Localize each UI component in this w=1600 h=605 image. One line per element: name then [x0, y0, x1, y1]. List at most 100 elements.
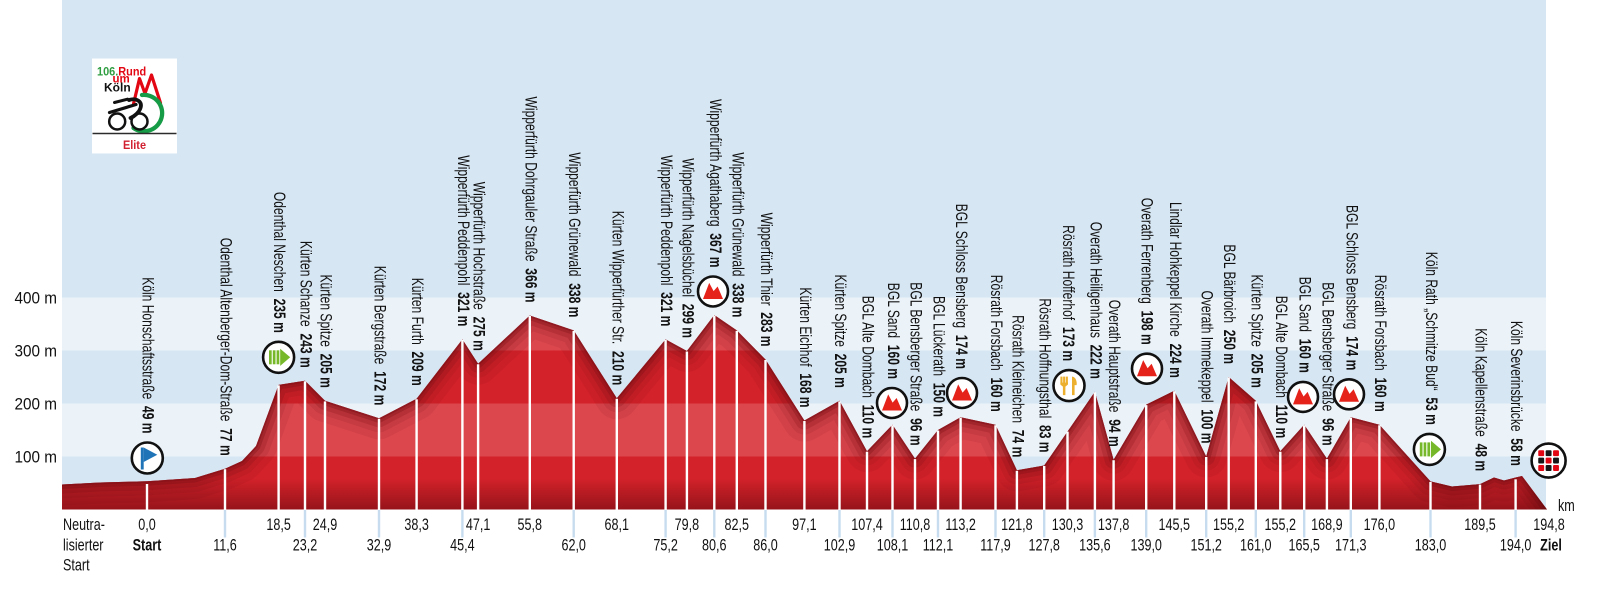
svg-text:BGL Lückerath 150 m: BGL Lückerath 150 m	[930, 296, 949, 417]
svg-text:121,8: 121,8	[1001, 515, 1033, 534]
svg-text:Kürten Eichhof 168 m: Kürten Eichhof 168 m	[796, 287, 815, 407]
svg-text:BGL Alte Dombach 110 m: BGL Alte Dombach 110 m	[859, 296, 878, 439]
svg-text:BGL Bensberger Straße 96 m: BGL Bensberger Straße 96 m	[907, 282, 926, 445]
svg-text:135,6: 135,6	[1079, 535, 1111, 554]
svg-text:189,5: 189,5	[1464, 515, 1496, 534]
svg-text:Wipperfürth Agathaberg 367 m: Wipperfürth Agathaberg 367 m	[706, 99, 725, 267]
svg-text:171,3: 171,3	[1335, 535, 1367, 554]
svg-text:194,8: 194,8	[1533, 515, 1565, 534]
svg-text:45,4: 45,4	[450, 535, 475, 554]
svg-text:62,0: 62,0	[561, 535, 586, 554]
svg-text:113,2: 113,2	[945, 515, 976, 534]
svg-text:86,0: 86,0	[753, 535, 778, 554]
svg-text:165,5: 165,5	[1288, 535, 1320, 554]
svg-text:300 m: 300 m	[15, 342, 58, 361]
svg-text:151,2: 151,2	[1190, 535, 1222, 554]
svg-text:BGL Bärbroich 250 m: BGL Bärbroich 250 m	[1220, 244, 1239, 364]
svg-text:Ziel: Ziel	[1540, 535, 1562, 554]
svg-text:110,8: 110,8	[900, 515, 931, 534]
svg-text:Wipperfürth Grünewald 338 m: Wipperfürth Grünewald 338 m	[565, 152, 584, 317]
svg-text:BGL Alte Dombach 110 m: BGL Alte Dombach 110 m	[1272, 296, 1291, 439]
svg-text:Köln: Köln	[104, 81, 131, 95]
svg-text:18,5: 18,5	[266, 515, 291, 534]
svg-text:Rösrath Hoffnungsthal 83 m: Rösrath Hoffnungsthal 83 m	[1036, 298, 1055, 452]
svg-text:BGL Bensberger Straße 96 m: BGL Bensberger Straße 96 m	[1318, 282, 1337, 445]
svg-text:145,5: 145,5	[1159, 515, 1191, 534]
svg-text:km: km	[1558, 496, 1575, 515]
svg-text:BGL Sand 160 m: BGL Sand 160 m	[884, 283, 903, 379]
svg-text:Rund: Rund	[118, 67, 146, 79]
svg-text:55,8: 55,8	[518, 515, 543, 534]
svg-text:Neutra-: Neutra-	[63, 515, 105, 534]
svg-text:Köln Severinsbrücke 58 m: Köln Severinsbrücke 58 m	[1507, 321, 1526, 466]
svg-text:Odenthal Altenberger-Dom-Straß: Odenthal Altenberger-Dom-Straße 77 m	[217, 238, 236, 456]
svg-text:BGL Schloss Bensberg 174 m: BGL Schloss Bensberg 174 m	[952, 204, 971, 369]
svg-text:Kürten Furth 209 m: Kürten Furth 209 m	[408, 278, 427, 386]
svg-text:Kürten Spitze 205 m: Kürten Spitze 205 m	[317, 275, 336, 388]
svg-text:194,0: 194,0	[1500, 535, 1532, 554]
svg-text:Overath Hauptstraße 94 m: Overath Hauptstraße 94 m	[1105, 300, 1124, 447]
svg-text:Overath Ferrenberg 198 m: Overath Ferrenberg 198 m	[1138, 198, 1157, 345]
svg-text:Köln Kapellenstraße 48 m: Köln Kapellenstraße 48 m	[1472, 328, 1491, 471]
svg-text:47,1: 47,1	[466, 515, 491, 534]
svg-text:80,6: 80,6	[702, 535, 727, 554]
svg-text:155,2: 155,2	[1213, 515, 1245, 534]
svg-text:79,8: 79,8	[675, 515, 700, 534]
svg-text:106.: 106.	[97, 67, 118, 79]
svg-text:107,4: 107,4	[851, 515, 883, 534]
svg-text:Overath Heiligenhaus 222 m: Overath Heiligenhaus 222 m	[1086, 222, 1105, 379]
svg-text:155,2: 155,2	[1265, 515, 1297, 534]
svg-text:Rösrath Hofferhof 173 m: Rösrath Hofferhof 173 m	[1059, 225, 1078, 361]
svg-text:Odenthal Neschen 235 m: Odenthal Neschen 235 m	[270, 192, 289, 333]
svg-text:Kürten Spitze 205 m: Kürten Spitze 205 m	[831, 275, 850, 388]
svg-text:Start: Start	[63, 555, 90, 574]
svg-text:23,2: 23,2	[293, 535, 318, 554]
svg-text:68,1: 68,1	[605, 515, 630, 534]
svg-text:400 m: 400 m	[15, 289, 58, 308]
svg-text:100 m: 100 m	[15, 448, 58, 467]
svg-text:Rösrath Kleineichen 74 m: Rösrath Kleineichen 74 m	[1008, 315, 1027, 457]
svg-text:75,2: 75,2	[653, 535, 678, 554]
svg-text:lisierter: lisierter	[63, 535, 104, 554]
svg-text:Wipperfürth Dohrgauler Straße: Wipperfürth Dohrgauler Straße 366 m	[521, 97, 540, 303]
svg-text:97,1: 97,1	[792, 515, 817, 534]
svg-text:Start: Start	[133, 535, 162, 554]
svg-text:127,8: 127,8	[1028, 535, 1060, 554]
svg-text:200 m: 200 m	[15, 395, 58, 414]
svg-text:Köln Rath „Schmitze Bud“ 53 m: Köln Rath „Schmitze Bud“ 53 m	[1422, 252, 1441, 425]
svg-text:Köln Honschaftsstraße 49 m: Köln Honschaftsstraße 49 m	[139, 277, 158, 433]
svg-text:Lindlar Hohkeppel Kirche 224: Lindlar Hohkeppel Kirche 224 m	[1166, 202, 1185, 378]
svg-text:Wipperfürth Peddenpohl 321 m: Wipperfürth Peddenpohl 321 m	[657, 155, 676, 326]
svg-text:176,0: 176,0	[1364, 515, 1396, 534]
svg-text:BGL Schloss Bensberg 174 m: BGL Schloss Bensberg 174 m	[1342, 205, 1361, 370]
svg-text:24,9: 24,9	[313, 515, 338, 534]
svg-text:168,9: 168,9	[1311, 515, 1343, 534]
svg-text:82,5: 82,5	[725, 515, 750, 534]
svg-text:Kürten Wipperfürther Str. 210: Kürten Wipperfürther Str. 210 m	[608, 211, 627, 385]
svg-text:Rösrath Forsbach 160 m: Rösrath Forsbach 160 m	[987, 275, 1006, 412]
svg-text:BGL Sand 160 m: BGL Sand 160 m	[1296, 277, 1315, 373]
svg-text:32,9: 32,9	[367, 535, 392, 554]
svg-text:137,8: 137,8	[1098, 515, 1130, 534]
svg-text:0,0: 0,0	[138, 515, 156, 534]
svg-text:112,1: 112,1	[923, 535, 954, 554]
svg-text:Kürten Spitze 205 m: Kürten Spitze 205 m	[1247, 275, 1266, 388]
svg-text:Wipperfürth Thier 283 m: Wipperfürth Thier 283 m	[757, 213, 776, 347]
svg-text:Wipperfürth Nagelsbüchel 299: Wipperfürth Nagelsbüchel 299 m	[678, 158, 697, 338]
svg-text:Kürten Bergstraße 172 m: Kürten Bergstraße 172 m	[371, 266, 390, 406]
svg-text:Kürten Schanze 243 m: Kürten Schanze 243 m	[297, 241, 316, 368]
svg-text:130,3: 130,3	[1052, 515, 1084, 534]
svg-text:108,1: 108,1	[877, 535, 909, 554]
svg-text:139,0: 139,0	[1130, 535, 1162, 554]
svg-text:161,0: 161,0	[1240, 535, 1272, 554]
svg-text:Wipperfürth Hochstraße 275 m: Wipperfürth Hochstraße 275 m	[470, 182, 489, 351]
svg-text:11,6: 11,6	[213, 535, 237, 554]
svg-text:Elite: Elite	[123, 140, 146, 152]
svg-text:117,9: 117,9	[980, 535, 1011, 554]
svg-text:Rösrath Forsbach 160 m: Rösrath Forsbach 160 m	[1371, 275, 1390, 412]
svg-text:Overath Immekeppel 100 m: Overath Immekeppel 100 m	[1198, 291, 1217, 444]
svg-text:Wipperfürth Peddenpohl 321 m: Wipperfürth Peddenpohl 321 m	[454, 155, 473, 326]
svg-text:38,3: 38,3	[404, 515, 429, 534]
svg-text:102,9: 102,9	[824, 535, 856, 554]
svg-text:183,0: 183,0	[1415, 535, 1447, 554]
